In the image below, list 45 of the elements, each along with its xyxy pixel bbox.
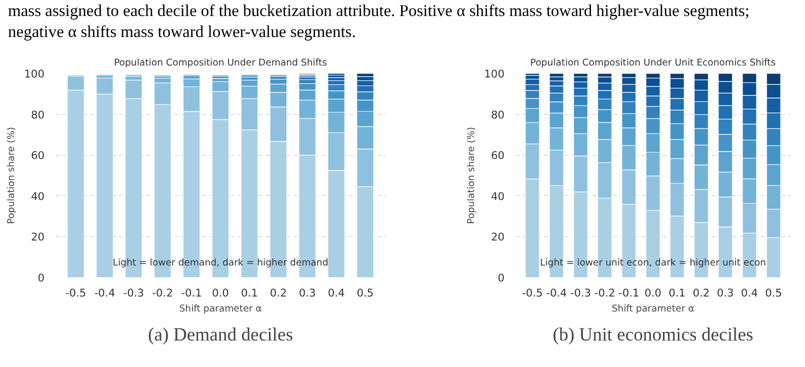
x-tick-label: 0.0 (212, 286, 230, 300)
x-axis-title: Shift parameter α (612, 304, 694, 314)
x-tick-label: -0.5 (65, 286, 86, 300)
x-tick-label: 0.5 (765, 286, 782, 300)
x-tick-label: -0.3 (123, 286, 144, 300)
x-tick-label: -0.4 (546, 286, 568, 300)
x-tick-label: 0.5 (356, 286, 374, 300)
x-tick-label: 0.1 (668, 286, 686, 300)
x-tick-label: 0.1 (240, 286, 258, 300)
x-tick-label: 0.0 (644, 286, 662, 300)
x-tick-label: 0.4 (328, 286, 345, 300)
x-axis-title: Shift parameter α (179, 304, 262, 314)
text: (b) Unit economics deciles (552, 324, 754, 346)
x-tick-label: 0.3 (298, 286, 316, 300)
x-tick-label: -0.4 (94, 286, 116, 300)
y-tick-label: 20 (30, 230, 45, 244)
x-tick-label: -0.5 (522, 286, 543, 300)
annotation: Light = lower unit econ, dark = higher unit econ (540, 258, 766, 269)
x-tick-label: -0.1 (618, 286, 640, 300)
text: mass assigned to each decile of the bucketization attribute. Positive α shifts mass toward higher-value segments; negative α shifts mass toward lower-value segments. (8, 0, 750, 42)
x-tick-label: -0.2 (152, 286, 174, 300)
x-tick-label: 0.4 (741, 286, 758, 300)
y-tick-label: 100 (24, 68, 45, 80)
x-tick-label: -0.2 (594, 286, 616, 300)
annotation: Light = lower demand, dark = higher demand (112, 258, 328, 269)
y-tick-label: 60 (490, 149, 505, 162)
x-tick-label: 0.2 (692, 286, 710, 300)
y-tick-label: 80 (490, 108, 505, 122)
y-tick-label: 0 (498, 272, 505, 284)
x-tick-label: -0.1 (181, 286, 202, 300)
y-axis-title: Population share (%) (466, 127, 478, 224)
text: (a) Demand deciles (148, 324, 294, 346)
chart-title: Population Composition Under Demand Shifts (114, 58, 328, 68)
x-tick-label: -0.3 (570, 286, 592, 300)
y-tick-label: 40 (490, 190, 505, 203)
y-tick-label: 0 (38, 272, 45, 284)
x-tick-label: 0.2 (270, 286, 287, 300)
y-tick-label: 20 (490, 230, 505, 244)
y-tick-label: 80 (30, 108, 45, 122)
x-tick-label: 0.3 (716, 286, 734, 300)
chart-title: Population Composition Under Unit Economics Shifts (530, 58, 776, 68)
y-tick-label: 40 (30, 190, 45, 203)
y-tick-label: 100 (484, 68, 505, 80)
y-axis-title: Population share (%) (6, 127, 18, 224)
y-tick-label: 60 (30, 149, 45, 162)
